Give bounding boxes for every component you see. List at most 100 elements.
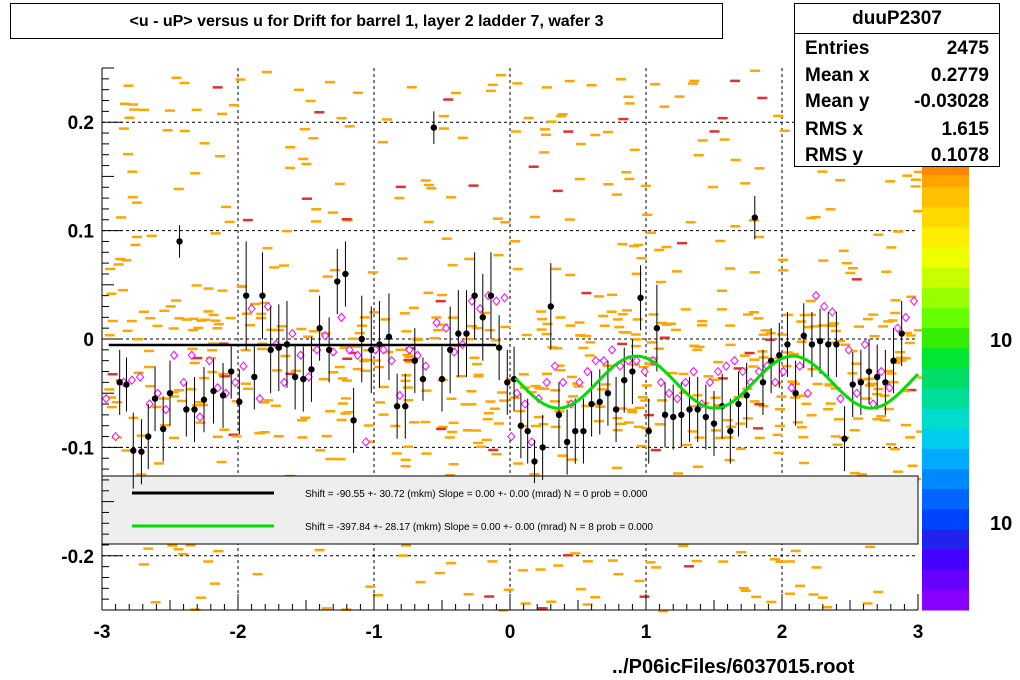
- y-tick-label: -0.2: [61, 547, 94, 568]
- density-cell: [106, 396, 117, 399]
- density-cell: [564, 79, 575, 83]
- palette-swatch: [922, 227, 969, 249]
- density-cell: [352, 367, 363, 371]
- density-cell: [421, 452, 432, 455]
- mean-marker: [640, 366, 649, 377]
- density-cell: [555, 369, 566, 372]
- density-cell: [309, 289, 320, 293]
- density-cell: [179, 129, 190, 133]
- density-cell: [642, 213, 653, 217]
- profile-point: [419, 375, 427, 383]
- density-cell: [510, 240, 521, 243]
- density-cell: [207, 349, 218, 352]
- density-cell: [595, 405, 606, 408]
- density-cell: [104, 333, 115, 337]
- density-cell: [131, 201, 142, 204]
- density-cell: [914, 328, 925, 332]
- density-cell: [462, 429, 473, 432]
- density-cell: [308, 330, 319, 333]
- density-cell: [906, 388, 917, 392]
- density-cell: [707, 185, 718, 189]
- density-cell: [578, 346, 589, 350]
- density-cell: [236, 285, 247, 289]
- density-cell: [640, 184, 651, 188]
- density-cell: [801, 402, 812, 406]
- profile-point: [145, 433, 152, 440]
- profile-point: [629, 368, 636, 375]
- profile-point: [653, 324, 661, 332]
- density-cell: [213, 549, 224, 553]
- mean-marker: [337, 312, 346, 323]
- density-cell: [584, 354, 595, 357]
- density-cell: [827, 324, 838, 328]
- density-cell: [254, 431, 265, 435]
- mean-marker: [681, 377, 690, 388]
- profile-point: [661, 411, 669, 419]
- density-cell: [653, 347, 664, 350]
- density-cell: [630, 344, 641, 348]
- title-box: <u - uP> versus u for Drift for barrel 1…: [10, 3, 723, 39]
- density-cell: [235, 78, 246, 81]
- mean-marker: [187, 350, 196, 361]
- profile-point: [191, 406, 198, 413]
- density-cell: [132, 235, 143, 239]
- density-cell: [784, 592, 795, 595]
- density-cell: [890, 447, 901, 451]
- density-cell: [272, 369, 283, 372]
- density-cell: [299, 127, 310, 131]
- density-cell: [311, 220, 322, 223]
- density-cell: [450, 91, 461, 95]
- density-cell: [866, 382, 877, 386]
- mean-marker: [405, 345, 414, 355]
- profile-point: [621, 376, 628, 384]
- x-tick-label: -1: [366, 622, 383, 643]
- mean-marker: [575, 377, 584, 388]
- profile-point: [612, 406, 620, 413]
- density-cell: [748, 311, 759, 314]
- density-cell: [447, 316, 458, 319]
- density-cell: [466, 390, 477, 393]
- density-cell: [631, 338, 642, 341]
- density-cell: [709, 130, 720, 133]
- palette-swatch: [922, 509, 969, 530]
- profile-point: [210, 387, 217, 395]
- density-cell: [513, 462, 524, 465]
- density-cell: [650, 448, 661, 452]
- stats-value: 1.615: [941, 119, 989, 140]
- density-cell: [624, 177, 635, 181]
- density-cell: [754, 436, 765, 440]
- density-cell: [835, 179, 846, 182]
- density-cell: [438, 114, 449, 118]
- density-cell: [539, 387, 550, 391]
- density-cell: [629, 148, 640, 152]
- density-cell: [623, 421, 634, 424]
- density-cell: [400, 464, 411, 468]
- density-cell: [447, 263, 458, 267]
- density-cell: [735, 422, 746, 425]
- profile-point: [865, 368, 873, 375]
- density-cell: [600, 383, 611, 386]
- mean-marker: [127, 375, 137, 385]
- density-cell: [194, 400, 205, 404]
- density-cell: [564, 218, 575, 221]
- density-cell: [648, 313, 659, 316]
- profile-point: [510, 375, 518, 383]
- density-cell: [437, 293, 448, 297]
- density-cell: [261, 70, 272, 74]
- density-cell: [133, 371, 144, 374]
- density-cell: [835, 339, 846, 343]
- density-cell: [717, 289, 728, 292]
- density-cell: [494, 422, 505, 425]
- density-cell: [391, 452, 402, 455]
- density-cell: [537, 317, 548, 321]
- density-cell: [383, 350, 394, 354]
- palette-swatch: [922, 529, 969, 551]
- palette-swatch: [922, 207, 969, 228]
- mean-marker: [441, 323, 451, 333]
- density-cell: [445, 474, 456, 477]
- density-cell: [854, 325, 865, 328]
- profile-point: [183, 406, 190, 413]
- profile-point: [776, 352, 783, 359]
- density-cell: [713, 404, 724, 407]
- palette-swatch: [922, 448, 969, 470]
